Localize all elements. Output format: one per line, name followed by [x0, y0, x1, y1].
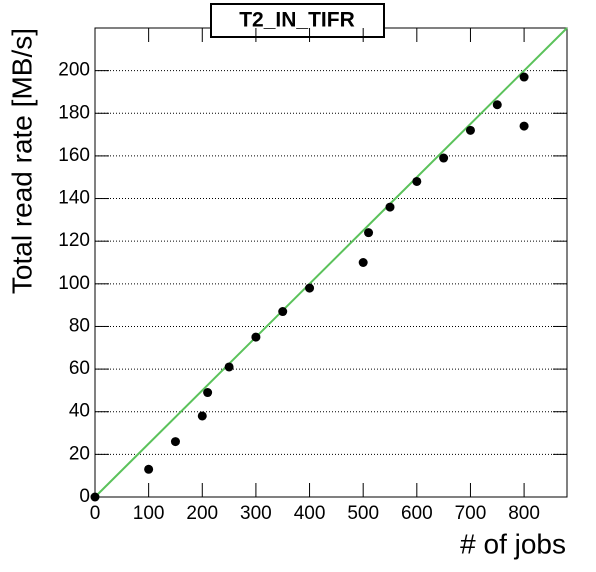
x-axis-label: # of jobs — [460, 528, 566, 559]
y-tick-label: 180 — [58, 102, 90, 123]
y-tick-label: 140 — [58, 188, 90, 209]
point — [358, 258, 368, 267]
point — [278, 307, 288, 317]
point — [170, 437, 180, 447]
fit-line — [94, 27, 568, 498]
y-tick-label: 160 — [58, 145, 90, 166]
x-tick-label: 300 — [240, 503, 272, 524]
x-tick-label: 800 — [508, 503, 540, 524]
point — [439, 153, 449, 163]
x-tick-label: 200 — [186, 503, 218, 524]
point — [412, 176, 422, 186]
y-tick-label: 40 — [69, 401, 90, 422]
x-tick-label: 600 — [401, 503, 433, 524]
point — [492, 100, 502, 110]
point — [251, 332, 261, 342]
point — [224, 362, 234, 372]
y-tick-label: 60 — [69, 358, 90, 379]
y-tick-label: 80 — [69, 315, 90, 336]
y-axis-label: Total read rate [MB/s] — [6, 28, 37, 294]
x-tick-label: 400 — [294, 503, 326, 524]
y-tick-label: 0 — [79, 486, 90, 507]
y-tick-label: 20 — [69, 443, 90, 464]
y-tick-label: 200 — [58, 60, 90, 81]
point — [519, 72, 529, 82]
point — [385, 202, 395, 212]
x-tick-label: 700 — [455, 503, 487, 524]
point — [364, 228, 374, 238]
chart-title: T2_IN_TIFR — [239, 9, 355, 32]
x-tick-label: 100 — [133, 503, 165, 524]
x-tick-label: 0 — [90, 503, 101, 524]
point — [203, 388, 213, 398]
y-tick-label: 120 — [58, 230, 90, 251]
y-tick-label: 100 — [58, 273, 90, 294]
point — [197, 411, 207, 421]
point — [305, 283, 315, 293]
title-box — [210, 3, 385, 38]
point — [465, 125, 475, 135]
point — [144, 464, 154, 474]
x-tick-label: 500 — [347, 503, 379, 524]
point — [90, 492, 100, 502]
point — [519, 121, 529, 131]
